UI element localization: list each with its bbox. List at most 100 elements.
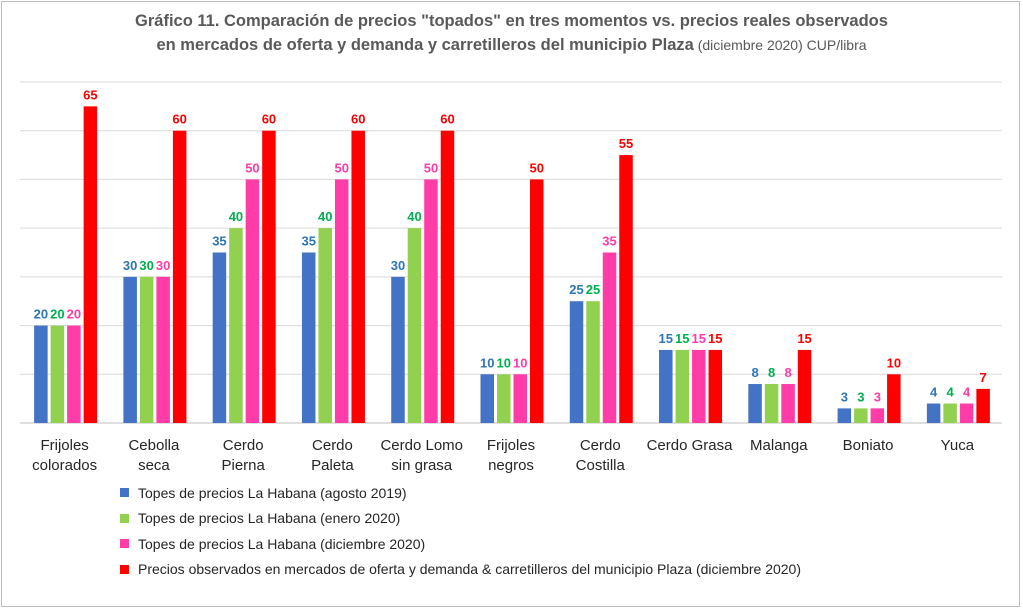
bar — [123, 276, 137, 423]
bar — [976, 388, 990, 423]
bar — [854, 408, 868, 423]
bar — [764, 384, 779, 423]
bar — [887, 374, 901, 423]
data-label: 30 — [123, 258, 137, 273]
legend-item: Precios observados en mercados de oferta… — [120, 557, 801, 583]
data-label: 60 — [262, 112, 276, 127]
data-label: 4 — [963, 385, 971, 400]
x-tick-label: Cerdo — [580, 437, 621, 454]
data-label: 40 — [229, 209, 243, 224]
bar — [67, 325, 81, 423]
data-label: 8 — [751, 365, 758, 380]
bar — [659, 349, 673, 423]
x-tick-label: Cerdo — [312, 437, 353, 454]
data-label: 3 — [874, 389, 881, 404]
data-label: 35 — [602, 234, 616, 249]
x-tick-label: Paleta — [311, 457, 354, 474]
data-label: 40 — [318, 209, 332, 224]
legend-label: Topes de precios La Habana (agosto 2019) — [138, 484, 407, 501]
data-label: 10 — [480, 355, 494, 370]
bar — [692, 349, 706, 423]
bar — [229, 228, 243, 423]
chart-title-line-2-bold: en mercados de oferta y demanda y carret… — [156, 36, 694, 54]
x-tick-label: negros — [488, 457, 534, 474]
bar — [926, 403, 941, 423]
data-label: 15 — [797, 331, 811, 346]
data-label: 50 — [245, 160, 259, 175]
data-label: 30 — [391, 258, 405, 273]
data-label: 8 — [768, 365, 775, 380]
legend-label: Topes de precios La Habana (enero 2020) — [138, 510, 401, 527]
x-tick-label: Cebolla — [128, 437, 180, 454]
bar — [708, 349, 723, 423]
data-label: 8 — [784, 365, 791, 380]
bar — [497, 374, 511, 423]
data-label: 15 — [659, 331, 673, 346]
x-tick-label: Cerdo — [223, 437, 264, 454]
bar — [83, 106, 98, 423]
x-tick-label: colorados — [32, 457, 97, 474]
bar — [837, 408, 852, 423]
x-tick-label: Costilla — [576, 457, 626, 474]
data-label: 35 — [212, 234, 226, 249]
data-label: 20 — [34, 307, 48, 322]
x-tick-label: Cerdo Lomo — [380, 437, 463, 454]
bar — [245, 179, 260, 423]
data-label: 50 — [334, 160, 348, 175]
data-label: 35 — [301, 234, 315, 249]
bar — [870, 408, 885, 423]
bar — [748, 384, 762, 423]
bar — [619, 155, 633, 424]
legend-label: Topes de precios La Habana (diciembre 20… — [138, 535, 426, 552]
x-tick-label: Cerdo Grasa — [647, 437, 734, 454]
bar — [34, 325, 48, 423]
data-label: 10 — [497, 355, 511, 370]
legend-swatch — [120, 564, 129, 574]
data-label: 60 — [440, 112, 454, 127]
bar — [407, 228, 422, 423]
data-label: 10 — [513, 355, 527, 370]
bar — [675, 349, 690, 423]
bar — [172, 130, 187, 423]
x-tick-label: seca — [138, 457, 170, 474]
data-label: 60 — [172, 112, 186, 127]
data-label: 40 — [407, 209, 421, 224]
data-label: 25 — [586, 282, 600, 297]
bar — [351, 130, 365, 423]
bar — [391, 276, 405, 423]
legend-swatch — [120, 539, 129, 549]
chart-title: Gráfico 11. Comparación de precios "topa… — [0, 9, 1023, 57]
bar — [530, 179, 544, 423]
bar — [156, 276, 170, 423]
bar — [50, 325, 65, 423]
data-label: 20 — [67, 307, 81, 322]
bar — [212, 252, 227, 423]
data-label: 20 — [50, 307, 64, 322]
bar — [797, 349, 812, 423]
x-tick-label: sin grasa — [391, 457, 453, 474]
bar — [781, 384, 795, 423]
bar — [139, 276, 154, 423]
data-label: 55 — [619, 136, 633, 151]
chart-title-line-2-unit: (diciembre 2020) CUP/libra — [693, 37, 867, 53]
bar — [424, 179, 438, 423]
data-label: 4 — [946, 385, 954, 400]
data-label: 30 — [156, 258, 170, 273]
legend-item: Topes de precios La Habana (enero 2020) — [120, 506, 801, 532]
chart-title-line-1: Gráfico 11. Comparación de precios "topa… — [135, 12, 888, 30]
data-label: 7 — [979, 370, 986, 385]
bar — [262, 130, 276, 423]
legend-item: Topes de precios La Habana (agosto 2019) — [120, 480, 801, 506]
data-label: 10 — [887, 355, 901, 370]
x-tick-label: Malanga — [750, 437, 808, 454]
data-label: 25 — [569, 282, 583, 297]
bar — [943, 403, 957, 423]
bar — [513, 374, 527, 423]
data-label: 60 — [351, 112, 365, 127]
x-tick-label: Yuca — [941, 437, 975, 454]
data-label: 3 — [857, 389, 864, 404]
chart-legend: Topes de precios La Habana (agosto 2019)… — [120, 480, 801, 582]
bar — [602, 252, 617, 423]
